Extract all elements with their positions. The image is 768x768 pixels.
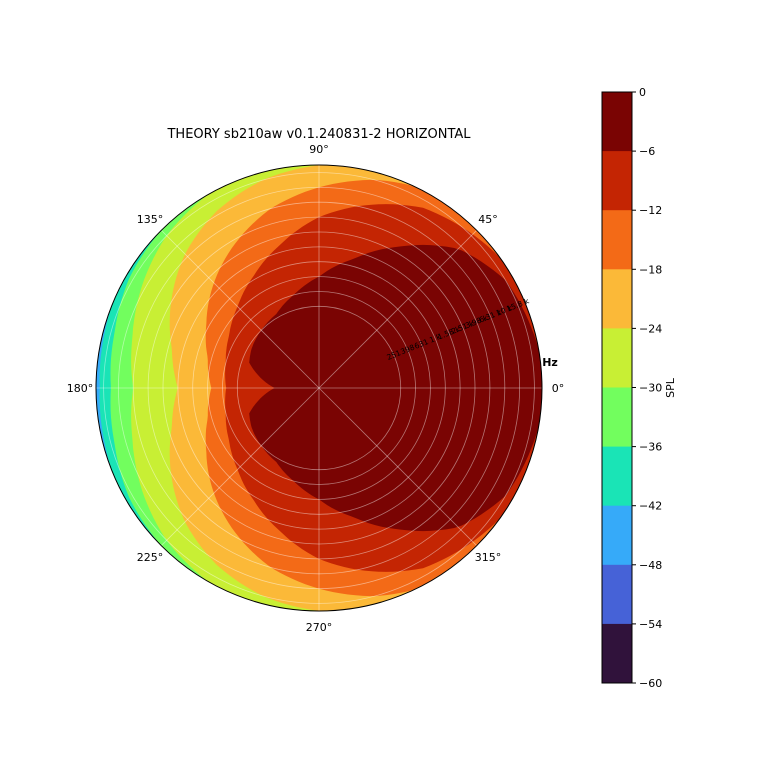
angular-tick-label: 90° [309,143,329,156]
colorbar-levels [602,92,632,684]
colorbar-tick-label: −24 [639,322,662,335]
colorbar-tick-label: −12 [639,204,662,217]
contour-band-18 [96,165,542,611]
colorbar-level [602,210,632,270]
colorbar-level [602,269,632,329]
radial-grid-ring [103,172,535,604]
radial-grid-ring [222,291,416,485]
radial-unit-label: Hz [542,356,558,369]
colorbar-tick-label: −30 [639,382,662,395]
radial-grid-ring [177,246,461,530]
angular-grid-spoke [318,387,477,546]
angular-grid-spoke [161,387,320,546]
radial-grid-ring [117,186,521,590]
colorbar-level [602,446,632,507]
colorbar-level [602,505,632,566]
colorbar: 0 −6 −12 −18 −24 −30 −36 −42 −48 −54 −60 SPL [601,86,677,690]
colorbar-tick-label: −6 [639,145,655,158]
angular-tick-label: 45° [478,213,498,226]
angular-tick-labels: 0° 45° 90° 135° 180° 225° 270° 315° [67,143,565,634]
chart-title: THEORY sb210aw v0.1.240831-2 HORIZONTAL [166,127,471,142]
colorbar-level [602,328,632,388]
colorbar-level [602,623,632,684]
radial-grid-ring [192,261,446,515]
radial-grid-ring [162,231,476,545]
colorbar-level [602,387,632,448]
polar-grid [96,165,542,611]
colorbar-level [602,564,632,625]
angular-tick-label: 0° [552,382,565,395]
colorbar-tick-label: 0 [639,86,646,99]
colorbar-label: SPL [664,377,677,398]
colorbar-tick-label: −54 [639,618,662,631]
angular-tick-label: 270° [306,621,333,634]
colorbar-tick-label: −60 [639,677,662,690]
angular-tick-label: 180° [67,382,94,395]
colorbar-tick-label: −42 [639,500,662,513]
colorbar-level [602,92,632,152]
angular-tick-label: 135° [137,213,164,226]
colorbar-ticks: 0 −6 −12 −18 −24 −30 −36 −42 −48 −54 −60 [632,86,662,690]
colorbar-tick-label: −18 [639,263,662,276]
radial-grid-ring [236,305,402,471]
radial-grid-ring [132,201,506,575]
angular-tick-label: 225° [137,551,164,564]
angular-grid-spoke [161,230,320,389]
angular-tick-label: 315° [475,551,502,564]
radial-tick-label: 1 k [428,332,443,345]
colorbar-level [602,151,632,211]
polar-frame [95,164,543,612]
angular-grid-spoke [318,230,477,389]
radial-grid-ring [147,216,491,560]
radial-grid-ring [207,276,431,500]
colorbar-tick-label: −36 [639,441,662,454]
polar-plot: 0°45°90°135°180°225°270°315° 2513986311 … [67,143,565,634]
colorbar-tick-label: −48 [639,559,662,572]
